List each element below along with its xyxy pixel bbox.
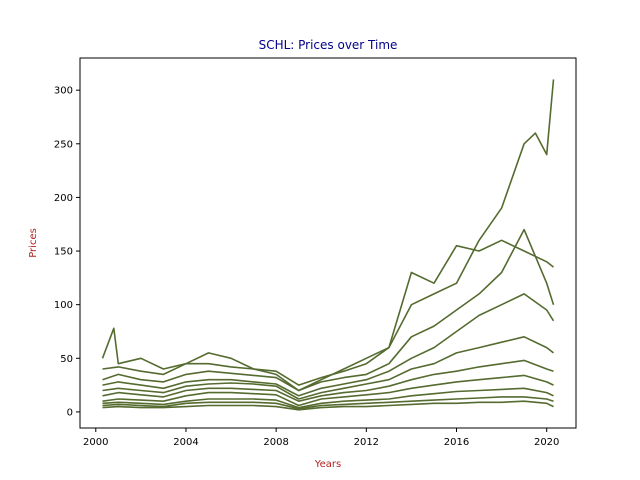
series-line-3 [102,228,555,392]
x-tick-label: 2000 [83,437,108,448]
series-line-6 [102,359,554,403]
x-tick-label: 2016 [444,437,469,448]
chart-title: SCHL: Prices over Time [259,38,398,52]
y-tick-label: 300 [54,86,73,97]
x-axis-label: Years [314,459,341,470]
series-line-4 [102,293,555,397]
y-axis: 0 50 100 150 200 250 300 [54,86,80,418]
series-line-10 [102,400,554,411]
x-tick-label: 2008 [263,437,288,448]
y-tick-label: 250 [54,139,73,150]
series-line-5 [102,335,554,400]
x-tick-label: 2012 [354,437,379,448]
y-tick-label: 150 [54,247,73,258]
series-line-8 [102,387,554,409]
x-tick-label: 2004 [173,437,198,448]
y-tick-label: 50 [60,354,73,365]
axes-frame [79,57,577,429]
x-tick-label: 2020 [534,437,559,448]
plot-area [101,79,555,411]
y-tick-label: 100 [54,300,73,311]
x-axis: 2000 2004 2008 2012 2016 2020 [83,428,559,448]
y-tick-label: 200 [54,193,73,204]
series-line-7 [102,374,554,407]
y-axis-label: Prices [28,228,39,258]
series-line-2 [102,239,554,386]
y-tick-label: 0 [67,407,73,418]
series-line-9 [102,396,554,410]
